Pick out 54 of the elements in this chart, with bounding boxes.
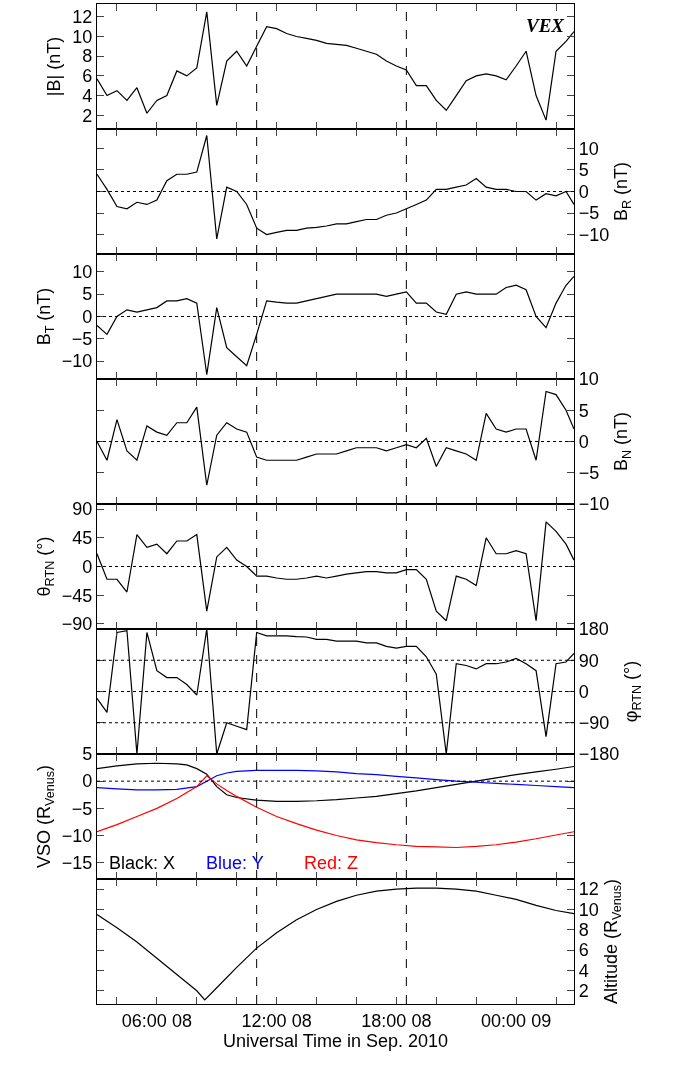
y-tick-label: 12 (72, 7, 93, 28)
y-tick-label: 5 (82, 284, 93, 305)
y-tick-label: −90 (578, 713, 610, 734)
y-tick-label: 5 (578, 160, 589, 181)
text: Black: X (109, 853, 176, 873)
x-tick-label: 00:00 09 (481, 1010, 552, 1031)
y-tick-label: 90 (72, 499, 93, 520)
y-tick-label: 5 (82, 744, 93, 765)
y-tick-label: 10 (578, 369, 599, 390)
text: Blue: Y (206, 853, 264, 873)
annotation: VEX (526, 15, 566, 36)
y-tick-label: 2 (82, 105, 93, 126)
y-tick-label: −5 (578, 203, 600, 224)
y-tick-label: −15 (61, 853, 93, 873)
y-tick-label: −10 (578, 494, 610, 515)
y-tick-label: 0 (578, 431, 589, 452)
y-tick-label: 0 (578, 681, 589, 702)
y-tick-label: 10 (578, 138, 599, 159)
x-tick-label: 12:00 08 (241, 1010, 312, 1031)
x-axis-title: Universal Time in Sep. 2010 (222, 1030, 449, 1051)
y-tick-label: 5 (578, 400, 589, 421)
x-tick-label: 18:00 08 (361, 1010, 432, 1031)
y-tick-label: 12 (578, 879, 599, 900)
y-tick-label: −10 (61, 825, 93, 846)
x-tick-label: 06:00 08 (121, 1010, 192, 1031)
line-series (97, 769, 574, 791)
y-tick-label: 0 (82, 771, 93, 792)
y-tick-label: 2 (578, 981, 589, 1002)
y-tick-label: −5 (71, 329, 93, 350)
y-tick-label: −180 (578, 744, 620, 765)
y-tick-label: 6 (578, 940, 589, 961)
y-tick-label: 0 (82, 556, 93, 577)
y-axis-title: |B| (nT) (44, 36, 65, 97)
y-tick-label: 45 (72, 528, 93, 549)
y-tick-label: −10 (61, 351, 93, 372)
y-tick-label: 8 (578, 920, 589, 941)
y-tick-label: 0 (578, 181, 589, 202)
y-tick-label: 4 (578, 960, 589, 981)
y-tick-label: −10 (578, 224, 610, 245)
y-tick-label: 180 (578, 619, 609, 640)
y-tick-label: 4 (82, 85, 93, 106)
y-tick-label: 0 (82, 306, 93, 327)
y-tick-label: 8 (82, 46, 93, 67)
y-tick-label: −5 (578, 463, 600, 484)
line-series (97, 775, 574, 849)
series-label: Red: Z (304, 853, 359, 873)
y-tick-label: 10 (72, 26, 93, 47)
y-tick-label: −90 (61, 614, 93, 635)
y-tick-label: 10 (72, 262, 93, 283)
y-tick-label: 90 (578, 650, 599, 671)
y-tick-label: −5 (71, 798, 93, 819)
y-tick-label: 6 (82, 66, 93, 87)
y-tick-label: 10 (578, 899, 599, 920)
y-tick-label: −45 (61, 585, 93, 606)
